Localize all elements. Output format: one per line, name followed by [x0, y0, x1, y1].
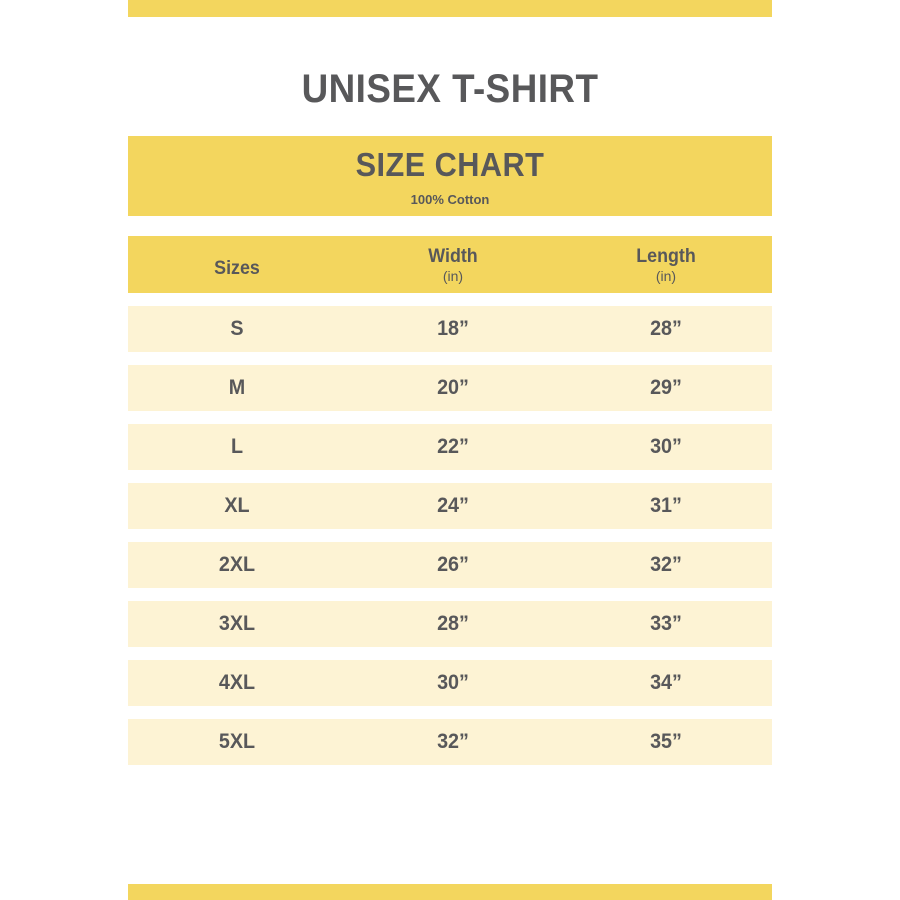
- cell-size: 5XL: [128, 730, 346, 754]
- cell-width-value: 30”: [437, 671, 469, 694]
- table-row: 4XL 30” 34”: [128, 660, 772, 706]
- table-row: 5XL 32” 35”: [128, 719, 772, 765]
- cell-size: L: [128, 435, 346, 459]
- cell-size: 3XL: [128, 612, 346, 636]
- table-header-row: Sizes Width (in) Length (in): [128, 236, 772, 293]
- cell-width: 24”: [346, 494, 560, 518]
- cell-length: 35”: [560, 730, 772, 754]
- cell-length: 28”: [560, 317, 772, 341]
- cell-length-value: 33”: [650, 612, 682, 635]
- column-header-sizes-label: Sizes: [214, 258, 260, 279]
- table-row: S 18” 28”: [128, 306, 772, 352]
- column-header-length-unit: (in): [655, 267, 677, 284]
- cell-width: 28”: [346, 612, 560, 636]
- cell-size-value: S: [230, 317, 244, 340]
- cell-size-value: M: [228, 376, 246, 399]
- cell-length-value: 28”: [650, 317, 682, 340]
- cell-length-value: 34”: [650, 671, 682, 694]
- cell-length-value: 32”: [650, 553, 682, 576]
- cell-size-value: XL: [224, 494, 250, 517]
- cell-size: S: [128, 317, 346, 341]
- column-header-width-unit: (in): [442, 267, 464, 284]
- top-accent-bar: [128, 0, 772, 17]
- cell-length: 31”: [560, 494, 772, 518]
- cell-width-value: 20”: [437, 376, 469, 399]
- cell-length-value: 35”: [650, 730, 682, 753]
- table-row: M 20” 29”: [128, 365, 772, 411]
- cell-width-value: 18”: [437, 317, 469, 340]
- column-header-length-label: Length: [636, 245, 696, 267]
- cell-width: 30”: [346, 671, 560, 695]
- cell-size: 4XL: [128, 671, 346, 695]
- cell-width-value: 22”: [437, 435, 469, 458]
- cell-length: 29”: [560, 376, 772, 400]
- column-header-sizes: Sizes: [128, 249, 346, 280]
- column-header-length: Length (in): [560, 246, 772, 284]
- page-title: UNISEX T-SHIRT: [301, 67, 599, 111]
- table-row: XL 24” 31”: [128, 483, 772, 529]
- table-row: L 22” 30”: [128, 424, 772, 470]
- cell-width: 18”: [346, 317, 560, 341]
- size-chart-table: Sizes Width (in) Length (in) S 18” 28”: [128, 236, 772, 765]
- cell-size-value: 4XL: [218, 671, 256, 694]
- cell-size: XL: [128, 494, 346, 518]
- column-header-width: Width (in): [346, 246, 560, 284]
- cell-size: M: [128, 376, 346, 400]
- table-row: 3XL 28” 33”: [128, 601, 772, 647]
- column-header-width-label: Width: [428, 245, 478, 267]
- cell-width-value: 24”: [437, 494, 469, 517]
- cell-length: 34”: [560, 671, 772, 695]
- cell-width: 22”: [346, 435, 560, 459]
- cell-width: 32”: [346, 730, 560, 754]
- cell-width: 20”: [346, 376, 560, 400]
- cell-size-value: 3XL: [218, 612, 256, 635]
- cell-size-value: 2XL: [218, 553, 256, 576]
- cell-width-value: 28”: [437, 612, 469, 635]
- cell-length: 30”: [560, 435, 772, 459]
- cell-length-value: 29”: [650, 376, 682, 399]
- cell-size-value: 5XL: [218, 730, 256, 753]
- cell-width-value: 26”: [437, 553, 469, 576]
- cell-length-value: 31”: [650, 494, 682, 517]
- cell-size-value: L: [230, 435, 244, 458]
- chart-heading-title: SIZE CHART: [355, 146, 545, 183]
- chart-heading-block: SIZE CHART 100% Cotton: [128, 136, 772, 216]
- cell-length: 32”: [560, 553, 772, 577]
- cell-width: 26”: [346, 553, 560, 577]
- cell-length: 33”: [560, 612, 772, 636]
- chart-heading-subtitle: 100% Cotton: [410, 192, 490, 207]
- bottom-accent-bar: [128, 884, 772, 900]
- cell-width-value: 32”: [437, 730, 469, 753]
- table-row: 2XL 26” 32”: [128, 542, 772, 588]
- cell-length-value: 30”: [650, 435, 682, 458]
- cell-size: 2XL: [128, 553, 346, 577]
